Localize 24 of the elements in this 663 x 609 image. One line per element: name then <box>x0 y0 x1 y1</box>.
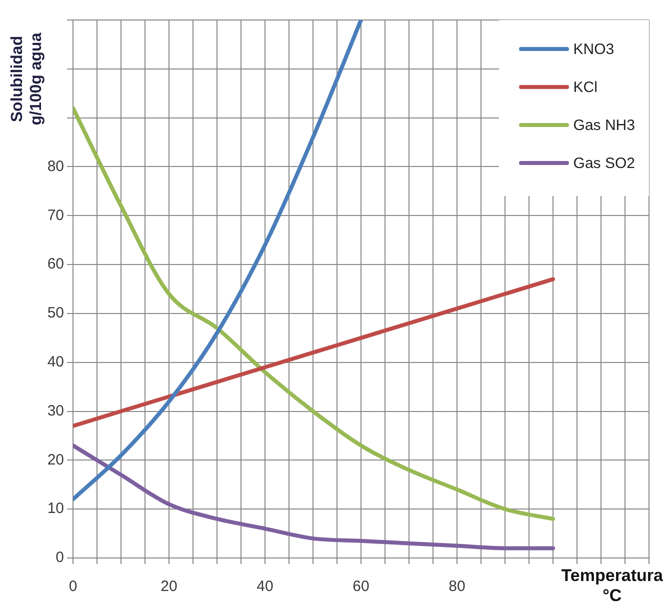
y-tick-label: 30 <box>47 402 64 420</box>
line-series <box>73 106 555 521</box>
y-tick-label: 70 <box>47 206 64 224</box>
y-tick-label: 10 <box>47 500 64 518</box>
y-tick-label: 50 <box>47 304 64 322</box>
line-series <box>73 277 555 428</box>
legend-label: Gas NH3 <box>573 116 635 134</box>
y-tick-label: 20 <box>47 451 64 468</box>
legend-label: KNO3 <box>573 40 614 58</box>
y-tick-label: 60 <box>47 256 64 273</box>
legend-label: Gas SO2 <box>573 154 635 172</box>
y-tick-label: 0 <box>56 549 64 566</box>
line-series <box>73 20 363 502</box>
x-tick-label: 0 <box>68 578 78 596</box>
x-tick-label: 40 <box>256 578 274 596</box>
y-tick-label: 40 <box>47 354 64 371</box>
y-tick-label: 80 <box>47 158 64 175</box>
legend-label: KCl <box>573 78 598 96</box>
x-tick-label: 80 <box>448 578 466 596</box>
line-series <box>73 444 555 550</box>
y-axis-title: Solubilidad g/100g agua <box>8 4 46 154</box>
x-axis-title: Temperatura °C <box>561 566 663 606</box>
x-tick-label: 20 <box>160 578 178 596</box>
x-tick-label: 60 <box>352 578 370 596</box>
